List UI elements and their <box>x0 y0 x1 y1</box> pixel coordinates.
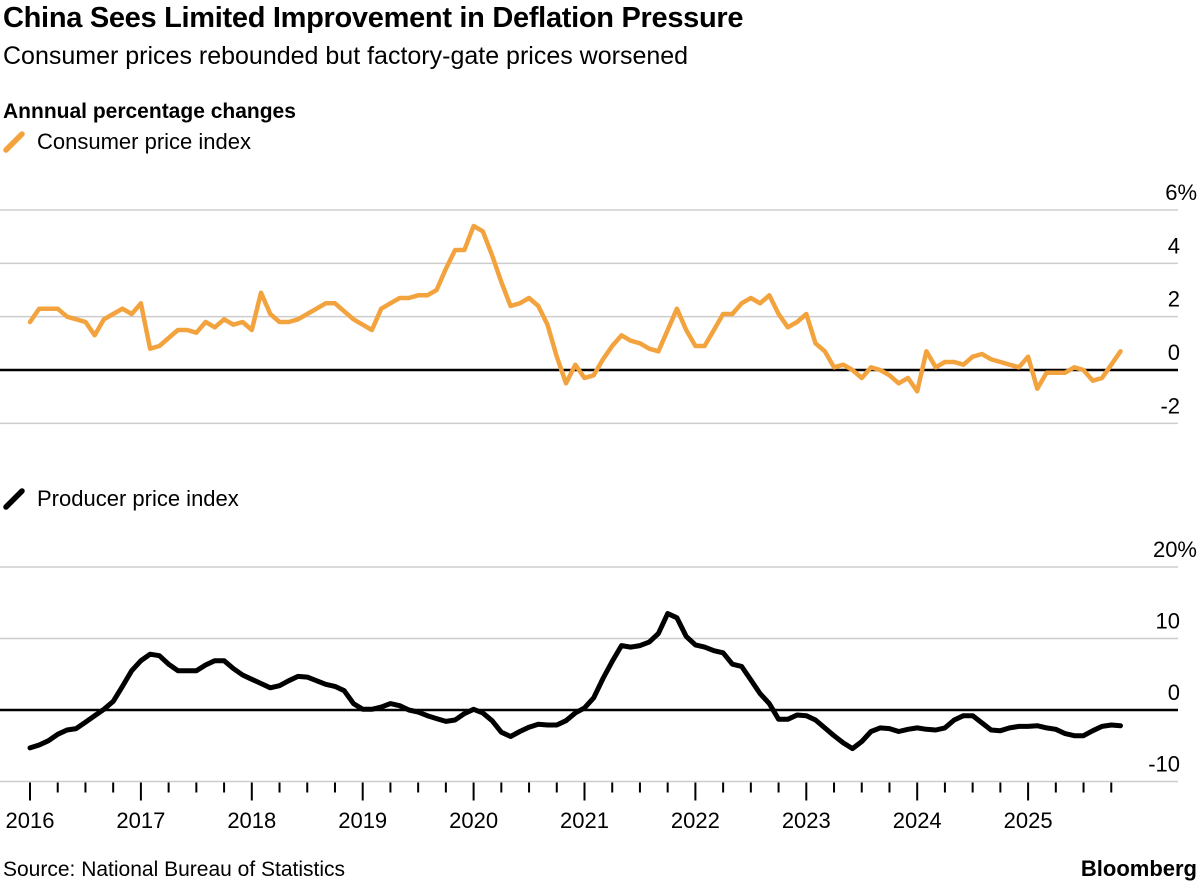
page-subtitle: Consumer prices rebounded but factory-ga… <box>3 42 689 70</box>
x-axis-year-label: 2018 <box>227 808 276 833</box>
ppi-slash-icon <box>3 488 25 510</box>
x-axis-year-label: 2024 <box>893 808 942 833</box>
bloomberg-logo: Bloomberg <box>1080 856 1197 881</box>
ppi-slash-line <box>3 488 25 510</box>
y-axis-tick-label: -2 <box>1160 393 1180 418</box>
ppi-legend-label: Producer price index <box>37 486 239 511</box>
cpi-slash-line <box>3 131 25 153</box>
x-axis-year-label: 2023 <box>782 808 831 833</box>
y-axis-tick-label: 20% <box>1153 537 1197 562</box>
legend-producer-price-index: Producer price index <box>2 486 239 512</box>
axis-units-label: Annnual percentage changes <box>3 100 296 123</box>
source-text: Source: National Bureau of Statistics <box>3 858 346 881</box>
cpi-legend-label: Consumer price index <box>37 129 251 154</box>
legend-consumer-price-index: Consumer price index <box>2 129 251 155</box>
page-title: China Sees Limited Improvement in Deflat… <box>3 2 744 34</box>
y-axis-tick-label: 0 <box>1168 680 1180 705</box>
y-axis-tick-label: 10 <box>1156 609 1180 634</box>
x-axis-year-label: 2021 <box>560 808 609 833</box>
x-axis-year-label: 2022 <box>671 808 720 833</box>
x-axis-year-label: 2020 <box>449 808 498 833</box>
y-axis-tick-label: 0 <box>1168 340 1180 365</box>
y-axis-tick-label: 4 <box>1168 233 1180 258</box>
y-axis-tick-label: 6% <box>1165 180 1197 205</box>
producer-price-index-line <box>27 611 1123 752</box>
consumer-price-index-line <box>27 223 1123 394</box>
x-axis-year-label: 2019 <box>338 808 387 833</box>
y-axis-tick-label: -10 <box>1148 752 1180 777</box>
x-axis-year-label: 2017 <box>116 808 165 833</box>
x-axis-year-label: 2025 <box>1004 808 1053 833</box>
y-axis-tick-label: 2 <box>1168 287 1180 312</box>
x-axis-year-label: 2016 <box>6 808 55 833</box>
cpi-slash-icon <box>3 131 25 153</box>
